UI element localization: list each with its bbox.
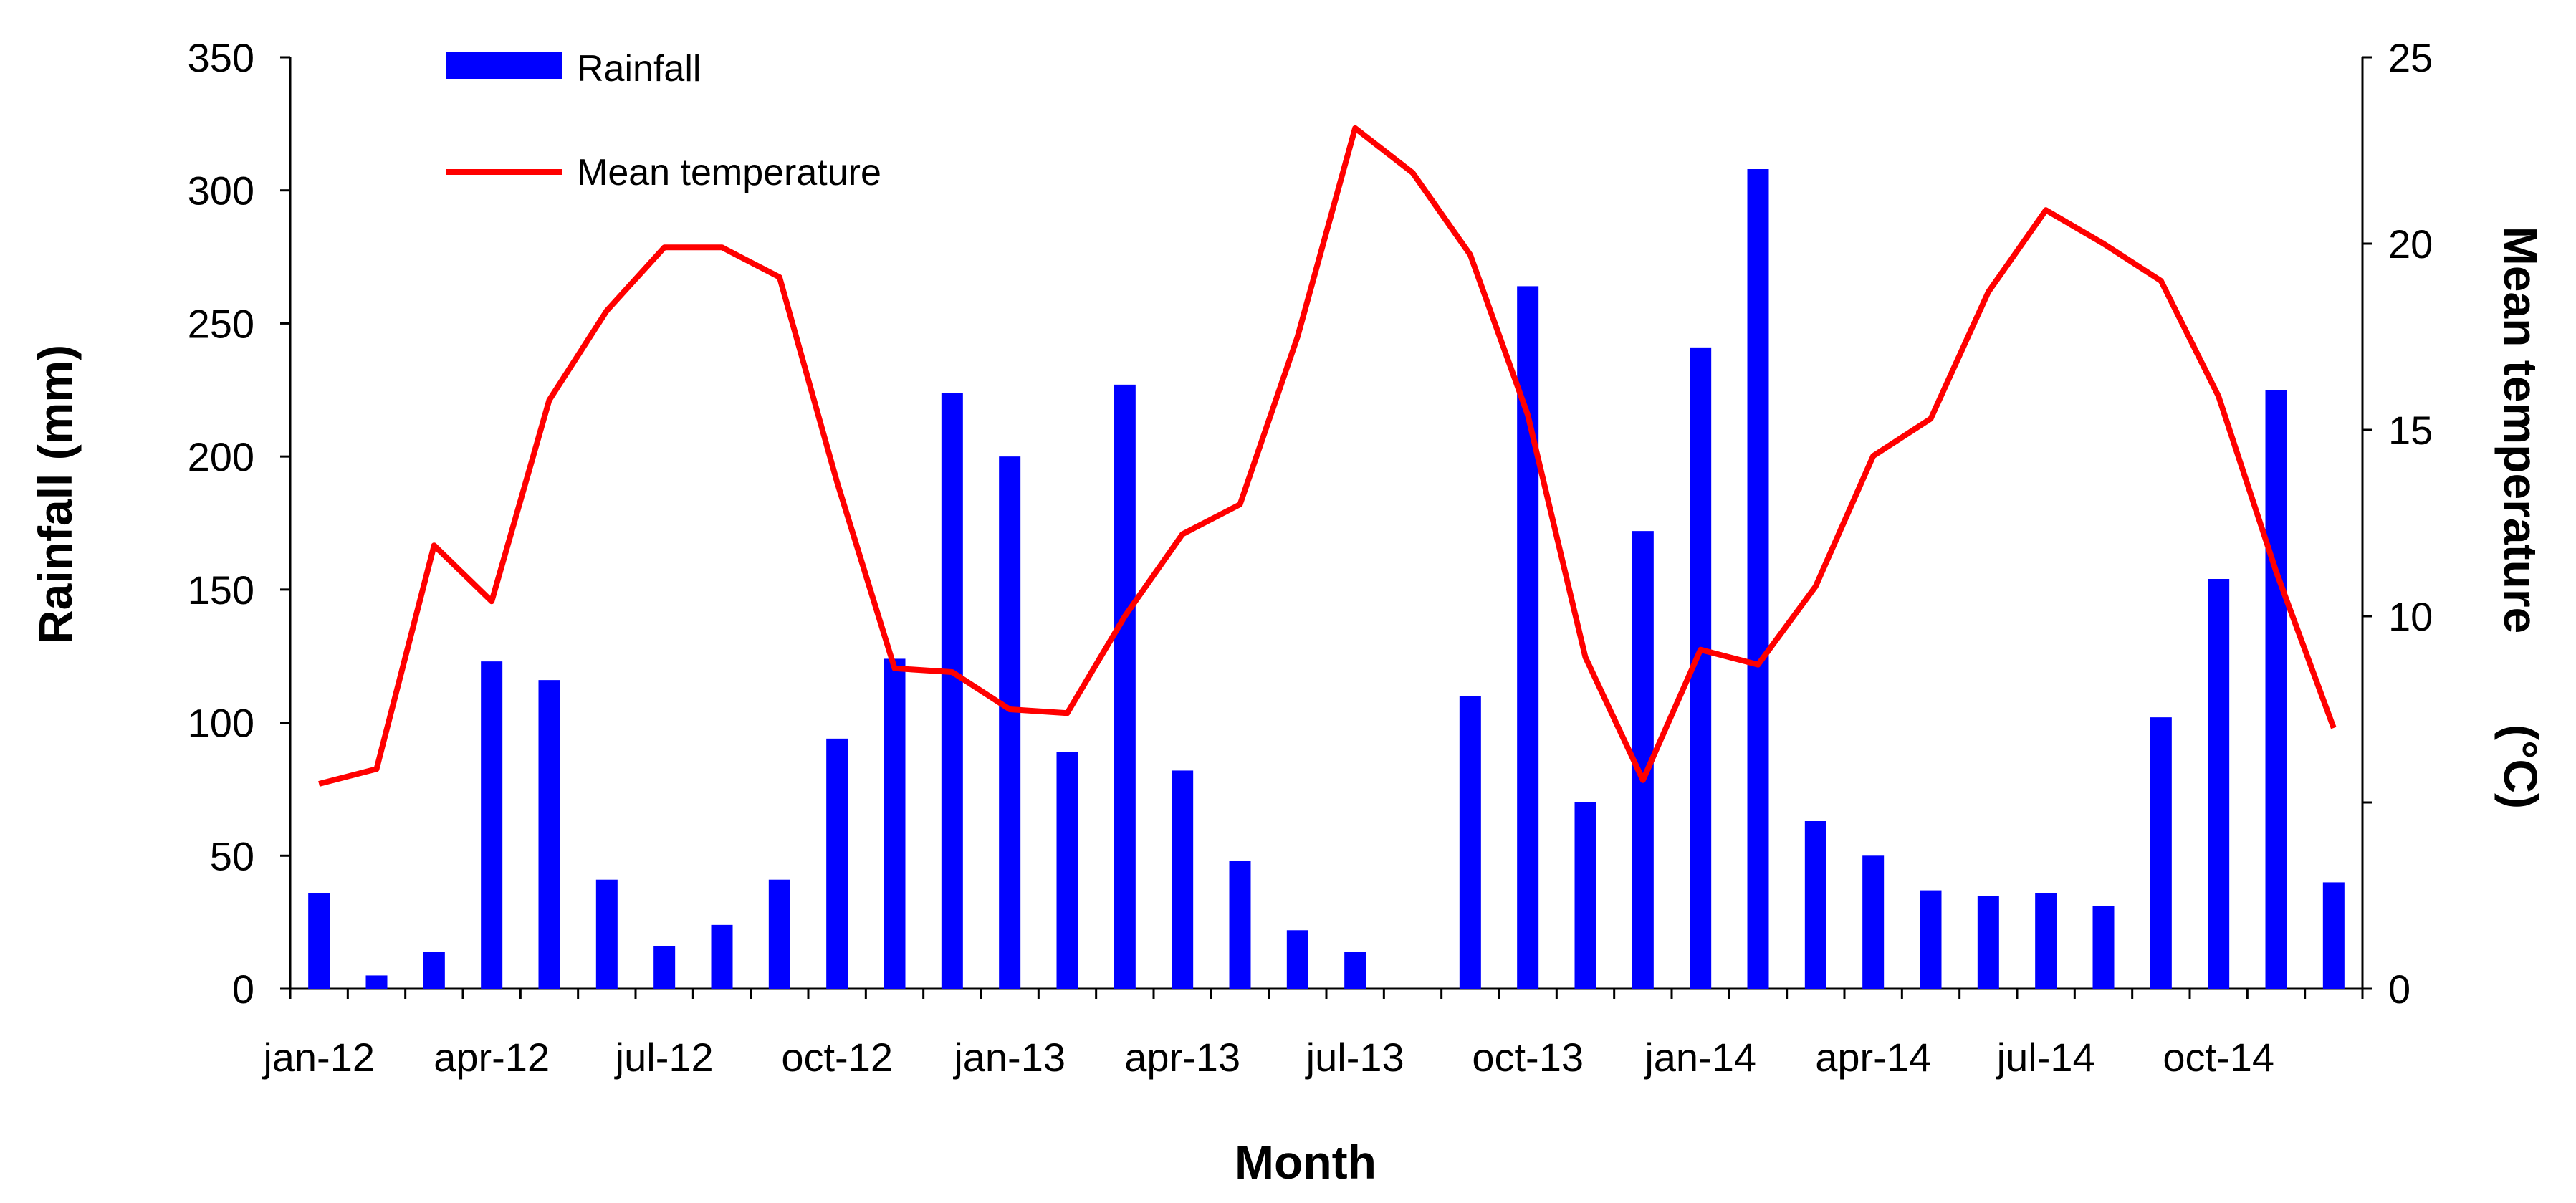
rainfall-bar	[308, 893, 330, 989]
x-tick-label: oct-13	[1472, 1035, 1584, 1080]
y2-axis-title: Mean temperature	[2494, 226, 2547, 634]
rainfall-bar	[1574, 802, 1596, 989]
y-tick-label: 150	[188, 567, 254, 613]
x-tick-label: jan-12	[262, 1035, 375, 1080]
y-tick-label: 100	[188, 701, 254, 746]
rainfall-bar	[365, 975, 388, 989]
x-tick-label: apr-13	[1124, 1035, 1240, 1080]
rainfall-bar	[1920, 890, 1942, 989]
rainfall-bar	[2322, 882, 2345, 989]
y-tick-label: 200	[188, 434, 254, 479]
rainfall-bar	[2265, 390, 2287, 989]
temperature-line	[318, 125, 2337, 787]
rainfall-bar	[1172, 770, 1194, 989]
y2-axis-unit: (°C)	[2494, 724, 2547, 809]
rainfall-bar	[653, 946, 676, 989]
x-tick-label: jul-12	[614, 1035, 714, 1080]
x-tick-label: apr-12	[434, 1035, 550, 1080]
x-tick-label: oct-14	[2163, 1035, 2274, 1080]
y-tick-label: 300	[188, 168, 254, 214]
rainfall-bar	[481, 661, 503, 989]
x-tick-label: oct-12	[781, 1035, 893, 1080]
rainfall-bar	[1459, 696, 1481, 989]
rainfall-bar	[1747, 169, 1769, 989]
y-tick-label: 350	[188, 35, 254, 80]
x-axis-title: Month	[1235, 1136, 1376, 1189]
y-axis-title: Rainfall (mm)	[29, 345, 82, 644]
x-tick-label: jul-13	[1305, 1035, 1404, 1080]
x-tick-label: jan-14	[1643, 1035, 1756, 1080]
rainfall-bar	[2150, 717, 2172, 989]
y-tick-label: 250	[188, 301, 254, 346]
rainfall-bar	[1114, 384, 1136, 989]
rainfall-bar	[768, 879, 790, 989]
rainfall-bar	[595, 879, 618, 989]
rainfall-bar	[711, 924, 733, 989]
rainfall-bar	[1804, 821, 1826, 989]
legend: Rainfall Mean temperature	[446, 48, 881, 193]
axes	[280, 56, 2372, 999]
y-tick-label: 50	[210, 833, 254, 878]
y-tick-label: 0	[232, 967, 254, 1012]
rainfall-bar	[2208, 579, 2230, 989]
y2-tick-label: 25	[2388, 35, 2433, 80]
x-tick-label: jul-14	[1996, 1035, 2095, 1080]
rainfall-bar	[1862, 855, 1885, 989]
rainfall-bar	[1229, 861, 1251, 989]
temperature-line-layer	[318, 125, 2337, 787]
rainfall-bar	[1977, 896, 1999, 989]
y2-tick-label: 15	[2388, 408, 2433, 453]
rainfall-bar	[1344, 952, 1366, 989]
legend-temperature-label: Mean temperature	[577, 152, 881, 193]
legend-rainfall-swatch	[446, 52, 562, 79]
y2-tick-label: 0	[2388, 967, 2410, 1012]
rainfall-bars	[308, 169, 2345, 989]
rainfall-bar	[2035, 893, 2057, 989]
rainfall-bar	[423, 952, 445, 989]
rainfall-bar	[2092, 906, 2115, 989]
y2-tick-label: 20	[2388, 221, 2433, 267]
x-tick-label: apr-14	[1815, 1035, 1931, 1080]
legend-rainfall-label: Rainfall	[577, 48, 701, 90]
rainfall-bar	[941, 393, 963, 989]
x-tick-label: jan-13	[952, 1035, 1066, 1080]
rainfall-bar	[884, 658, 906, 989]
tick-labels: 0 50 100 150 200 250 300 350 0 10 15 20 25 jan-12 apr-…	[188, 35, 2433, 1080]
y2-tick-label: 10	[2388, 594, 2433, 639]
rainfall-bar	[826, 738, 848, 989]
rainfall-bar	[1286, 930, 1308, 989]
rainfall-bar	[538, 680, 560, 989]
rainfall-bar	[999, 456, 1021, 989]
rainfall-bar	[1056, 752, 1078, 989]
